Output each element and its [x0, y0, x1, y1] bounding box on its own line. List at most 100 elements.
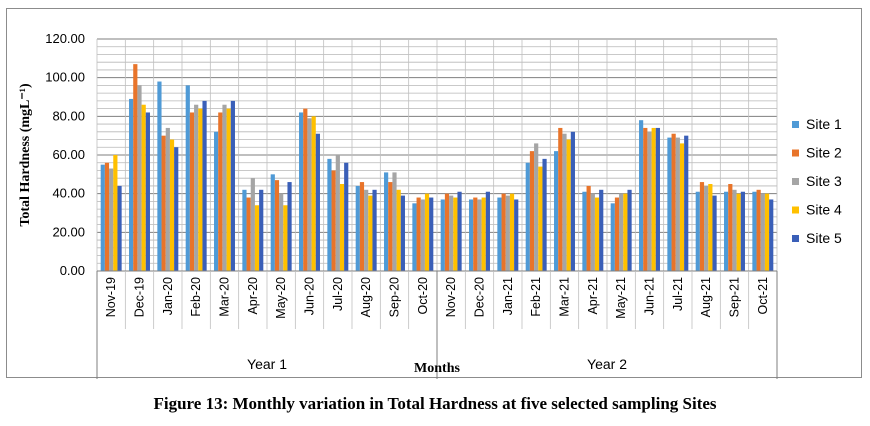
bar [695, 191, 700, 271]
bar [259, 189, 264, 271]
bar [400, 195, 405, 271]
bar [704, 185, 709, 271]
bar [497, 197, 502, 271]
bar [590, 193, 595, 271]
x-tick-label: Jan-20 [161, 277, 175, 315]
bar [647, 131, 652, 271]
bar [444, 193, 450, 271]
bar [189, 112, 195, 271]
bar [396, 189, 401, 271]
legend-swatch [792, 178, 799, 185]
bar [619, 193, 624, 271]
bar [246, 197, 251, 271]
bar [684, 135, 689, 271]
legend-label: Site 5 [806, 230, 842, 246]
bar [708, 184, 713, 271]
bar [412, 203, 417, 271]
y-tick-label: 20.00 [52, 224, 85, 239]
gridlines [96, 38, 778, 272]
bar [554, 151, 559, 271]
bar [133, 64, 138, 271]
bar [594, 197, 600, 271]
bar [355, 185, 360, 271]
bar [145, 112, 150, 271]
bar [667, 137, 672, 271]
bar [113, 155, 118, 271]
bar [599, 189, 604, 271]
bar [586, 185, 591, 271]
bar [424, 193, 430, 271]
bar [760, 193, 765, 271]
legend-label: Site 2 [806, 145, 842, 161]
y-tick-label: 100.00 [45, 70, 85, 85]
legend-swatch [792, 206, 799, 214]
bar [364, 189, 369, 271]
x-tick-label: Jul-20 [331, 277, 345, 311]
bar [230, 100, 235, 271]
bar [752, 191, 757, 271]
bar [270, 174, 275, 271]
bar [299, 112, 304, 271]
bar [226, 108, 231, 271]
bar [639, 120, 644, 271]
bar [141, 104, 146, 271]
bar [764, 193, 770, 271]
bar [307, 118, 312, 272]
bar [671, 133, 676, 271]
axes: 0.00 20.00 40.00 60.00 80.00 100.00 120.00 Nov-… [45, 31, 778, 379]
x-tick-label: Oct-21 [756, 277, 770, 315]
bar [728, 184, 733, 271]
y-tick-label: 60.00 [52, 147, 85, 162]
bar [250, 178, 255, 271]
bar [174, 147, 179, 271]
bar [214, 131, 219, 271]
x-tick-label: Jun-21 [643, 277, 657, 315]
bar [525, 162, 530, 271]
bar [509, 193, 515, 271]
bar [514, 199, 519, 271]
bar [477, 199, 482, 271]
bar [169, 139, 175, 271]
bar [202, 100, 207, 271]
x-tick-label: Sep-20 [388, 277, 402, 317]
bar [104, 162, 110, 271]
bar [392, 172, 397, 271]
group-label: Year 1 [247, 356, 287, 372]
bar [242, 189, 247, 271]
legend-swatch [792, 121, 799, 128]
bar [311, 116, 316, 271]
bar [736, 193, 741, 271]
bar [679, 143, 685, 271]
x-tick-label: Apr-20 [246, 277, 260, 315]
x-tick-label: May-20 [274, 277, 288, 319]
bar [185, 85, 190, 272]
group-label: Year 2 [587, 356, 627, 372]
x-tick-label: Dec-19 [133, 277, 147, 317]
bar [384, 172, 389, 271]
legend-swatch [792, 149, 799, 157]
figure-caption: Figure 13: Monthly variation in Total Ha… [153, 394, 717, 413]
bar [566, 139, 571, 271]
bar [699, 182, 705, 271]
bar [303, 108, 308, 271]
bar [505, 195, 510, 271]
bar [327, 158, 332, 271]
bar [283, 205, 288, 271]
bar [457, 191, 462, 271]
bar [769, 199, 774, 271]
bar [542, 158, 547, 271]
legend-label: Site 1 [806, 116, 842, 132]
y-tick-label: 40.00 [52, 186, 85, 201]
x-tick-label: Mar-20 [218, 277, 232, 317]
x-tick-label: Jul-21 [671, 277, 685, 311]
bar [165, 127, 170, 271]
bar [501, 193, 506, 271]
legend-label: Site 3 [806, 173, 842, 189]
bar [359, 182, 365, 271]
bar [117, 185, 122, 271]
bar [485, 191, 490, 271]
legend: Site 1 Site 2 Site 3 Site 4 Site 5 [792, 116, 842, 246]
bar [534, 143, 539, 271]
bar [473, 197, 478, 271]
x-tick-label: Jan-21 [501, 277, 515, 315]
